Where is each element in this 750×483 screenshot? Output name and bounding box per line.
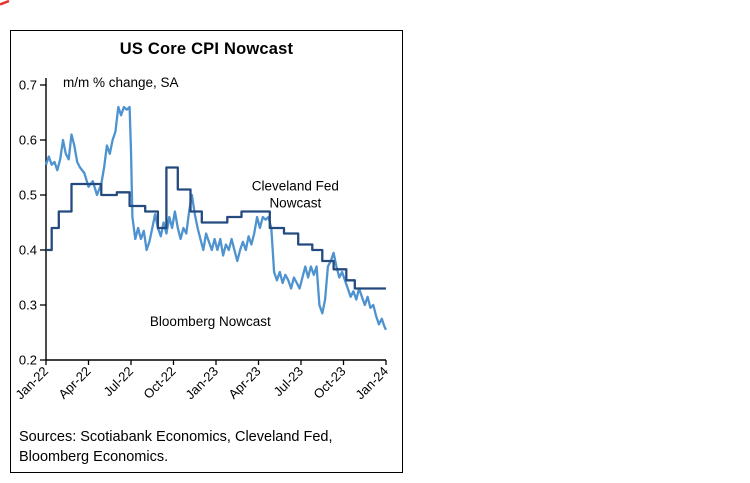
y-tick-label: 0.7 [19, 78, 37, 93]
chart-panel: 0.2 0.3 0.4 0.5 0.6 0.7 Jan-22 Apr-22 Jul-22 Oct-… [10, 30, 403, 473]
y-tick-label: 0.6 [19, 133, 37, 148]
x-tick-label: Jan-23 [182, 364, 221, 403]
y-tick-label: 0.3 [19, 298, 37, 313]
sources-text: Sources: Scotiabank Economics, Cleveland… [19, 427, 394, 467]
red-corner-mark-line [0, 0, 10, 6]
x-tick-label: Oct-23 [310, 364, 348, 402]
x-tick-label: Apr-23 [225, 364, 263, 402]
y-tick-label: 0.4 [19, 243, 37, 258]
series-annotation: Nowcast [269, 196, 321, 211]
chart-subtitle: m/m % change, SA [63, 75, 179, 90]
x-tick-label: Jan-22 [12, 364, 51, 403]
x-tick-label: Apr-22 [55, 364, 93, 402]
bloomberg-nowcast-line [44, 105, 388, 331]
series-annotation: Bloomberg Nowcast [150, 314, 271, 329]
chart-title: US Core CPI Nowcast [119, 40, 294, 58]
y-tick-label: 0.5 [19, 188, 37, 203]
x-tick-label: Jan-24 [352, 364, 391, 403]
sources-line-1: Sources: Scotiabank Economics, Cleveland… [19, 429, 333, 445]
series-annotation: Cleveland Fed [252, 179, 339, 194]
x-tick-label: Jul-23 [270, 364, 306, 400]
x-tick-label: Jul-22 [100, 364, 136, 400]
sources-line-2: Bloomberg Economics. [19, 449, 169, 465]
y-tick-label: 0.2 [19, 353, 37, 368]
x-tick-label: Oct-22 [140, 364, 178, 402]
cleveland-fed-nowcast-line [46, 166, 386, 290]
red-corner-mark [0, 0, 10, 6]
